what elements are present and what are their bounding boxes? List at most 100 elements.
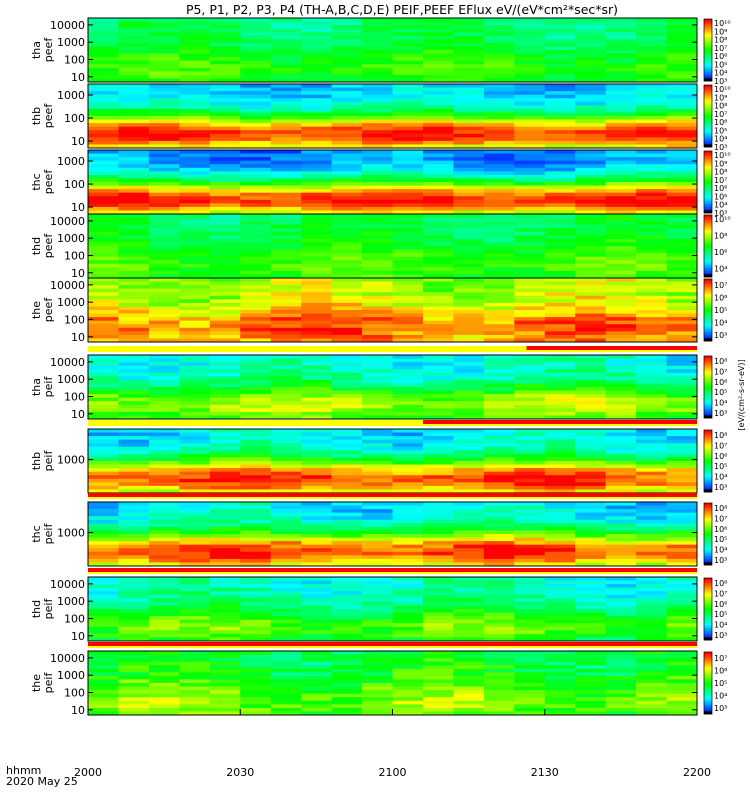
heatmap-cell — [392, 651, 424, 655]
heatmap-cell — [179, 369, 211, 374]
heatmap-cell — [392, 228, 424, 233]
heatmap-cell — [514, 228, 546, 233]
heatmap-cell — [118, 679, 150, 684]
heatmap-cell — [514, 707, 546, 712]
heatmap-cell — [209, 174, 241, 179]
heatmap-cell — [240, 711, 272, 716]
heatmap-cell — [148, 167, 180, 172]
colorbar-segment — [704, 46, 712, 49]
heatmap-cell — [118, 150, 150, 154]
heatmap-cell — [270, 270, 302, 275]
heatmap-cell — [666, 178, 698, 183]
heatmap-cell — [483, 700, 515, 705]
heatmap-cell — [483, 704, 515, 709]
heatmap-cell — [362, 541, 393, 546]
heatmap-cell — [118, 464, 150, 469]
heatmap-cell — [575, 28, 607, 33]
heatmap-cell — [301, 206, 332, 211]
heatmap-cell — [331, 555, 363, 560]
heatmap-cell — [392, 57, 424, 62]
heatmap-cell — [636, 157, 667, 162]
heatmap-cell — [148, 46, 180, 51]
heatmap-cell — [514, 153, 546, 158]
heatmap-cell — [179, 174, 211, 179]
colorbar-segment — [704, 316, 712, 319]
heatmap-cell — [605, 544, 637, 549]
heatmap-cell — [88, 64, 119, 69]
heatmap-cell — [544, 324, 576, 329]
heatmap-cell — [148, 548, 180, 553]
heatmap-cell — [453, 675, 485, 680]
colorbar-tick-label: 10⁹ — [714, 93, 727, 102]
colorbar-segment — [704, 36, 712, 38]
heatmap-cell — [453, 616, 485, 621]
heatmap-cell — [179, 150, 211, 154]
heatmap-cell — [88, 355, 119, 359]
heatmap-cell — [240, 327, 272, 332]
heatmap-cell — [209, 523, 241, 528]
heatmap-cell — [636, 338, 667, 343]
heatmap-cell — [270, 71, 302, 76]
heatmap-cell — [88, 242, 119, 247]
heatmap-cell — [575, 534, 607, 538]
heatmap-cell — [666, 306, 698, 311]
colorbar-tick-label: 10⁴ — [714, 546, 727, 555]
heatmap-cell — [605, 453, 637, 458]
heatmap-cell — [575, 299, 607, 304]
heatmap-cell — [270, 704, 302, 709]
heatmap-cell — [666, 365, 698, 370]
heatmap-cell — [331, 577, 363, 581]
heatmap-cell — [240, 274, 272, 279]
heatmap-cell — [422, 196, 454, 201]
heatmap-cell — [240, 224, 272, 229]
colorbar-segment — [704, 442, 712, 445]
colorbar-segment — [704, 236, 712, 239]
heatmap-cell — [179, 153, 211, 158]
heatmap-cell — [240, 57, 272, 62]
colorbar-segment — [704, 253, 712, 256]
heatmap-cell — [362, 587, 393, 592]
heatmap-cell — [148, 475, 180, 480]
heatmap-cell — [605, 224, 637, 229]
heatmap-cell — [544, 133, 576, 138]
heatmap-cell — [331, 471, 363, 476]
heatmap-cell — [301, 415, 332, 420]
heatmap-cell — [575, 558, 607, 563]
heatmap-cell — [636, 379, 667, 384]
colorbar-segment — [704, 225, 712, 228]
heatmap-cell — [118, 98, 150, 103]
heatmap-cell — [514, 475, 546, 480]
heatmap-cell — [544, 317, 576, 322]
heatmap-cell — [118, 408, 150, 413]
heatmap-cell — [483, 126, 515, 131]
heatmap-cell — [483, 697, 515, 702]
heatmap-cell — [270, 665, 302, 670]
heatmap-cell — [331, 74, 363, 79]
heatmap-cell — [240, 101, 272, 106]
heatmap-cell — [148, 591, 180, 596]
heatmap-cell — [240, 228, 272, 233]
heatmap-cell — [422, 512, 454, 517]
y-tick-label: 100 — [64, 612, 85, 625]
heatmap-cell — [209, 46, 241, 51]
heatmap-cell — [514, 672, 546, 677]
heatmap-cell — [483, 338, 515, 343]
heatmap-cell — [544, 623, 576, 628]
panel-var-label: peef — [42, 297, 55, 323]
heatmap-cell — [575, 64, 607, 69]
heatmap-cell — [636, 253, 667, 258]
heatmap-cell — [605, 242, 637, 247]
heatmap-cell — [636, 401, 667, 406]
heatmap-cell — [422, 446, 454, 451]
heatmap-cell — [666, 327, 698, 332]
colorbar-segment — [704, 70, 712, 73]
heatmap-cell — [118, 274, 150, 279]
heatmap-cell — [453, 101, 485, 106]
heatmap-cell — [331, 338, 363, 343]
heatmap-cell — [118, 199, 150, 204]
heatmap-cell — [179, 217, 211, 222]
heatmap-cell — [88, 238, 119, 243]
heatmap-cell — [605, 157, 637, 162]
heatmap-cell — [422, 432, 454, 437]
heatmap-cell — [301, 217, 332, 222]
